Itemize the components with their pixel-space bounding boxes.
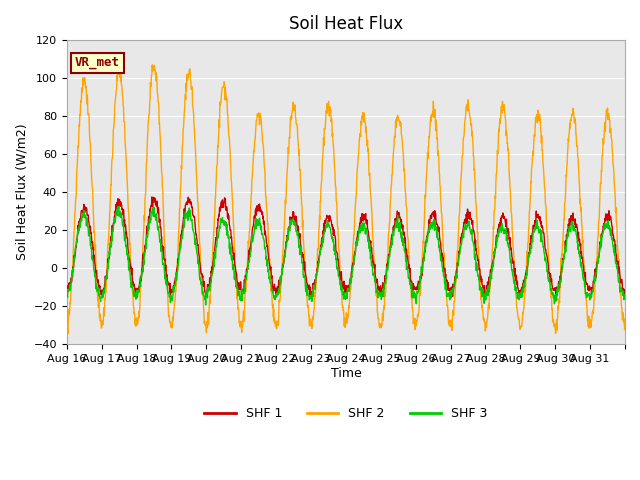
Title: Soil Heat Flux: Soil Heat Flux bbox=[289, 15, 403, 33]
X-axis label: Time: Time bbox=[330, 367, 361, 380]
Legend: SHF 1, SHF 2, SHF 3: SHF 1, SHF 2, SHF 3 bbox=[200, 402, 492, 425]
Y-axis label: Soil Heat Flux (W/m2): Soil Heat Flux (W/m2) bbox=[15, 124, 28, 261]
Text: VR_met: VR_met bbox=[75, 56, 120, 69]
